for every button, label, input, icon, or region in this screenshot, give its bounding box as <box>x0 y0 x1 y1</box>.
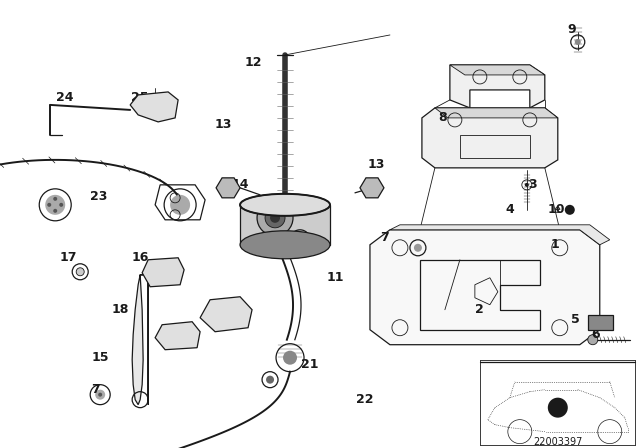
Polygon shape <box>240 205 330 245</box>
Circle shape <box>270 213 280 223</box>
Polygon shape <box>200 297 252 332</box>
Circle shape <box>53 197 57 201</box>
Text: 14: 14 <box>231 178 249 191</box>
Circle shape <box>47 203 51 207</box>
Text: 16: 16 <box>131 251 149 264</box>
Polygon shape <box>216 178 240 198</box>
Circle shape <box>170 195 190 215</box>
Circle shape <box>98 392 102 396</box>
Text: 19: 19 <box>166 328 184 341</box>
Circle shape <box>257 200 293 236</box>
Text: 22: 22 <box>356 393 374 406</box>
Ellipse shape <box>240 231 330 259</box>
Text: 9: 9 <box>568 23 576 36</box>
Text: 20: 20 <box>220 305 237 318</box>
Circle shape <box>525 183 529 187</box>
Circle shape <box>172 330 184 342</box>
Circle shape <box>53 209 57 213</box>
Text: 15: 15 <box>92 351 109 364</box>
Polygon shape <box>155 322 200 350</box>
Text: 6: 6 <box>591 328 600 341</box>
Text: 24: 24 <box>56 91 74 104</box>
Text: 12: 12 <box>244 56 262 69</box>
Text: 13: 13 <box>214 118 232 131</box>
Polygon shape <box>390 225 610 245</box>
Polygon shape <box>130 92 178 122</box>
Text: 23: 23 <box>90 190 108 203</box>
Text: 17: 17 <box>60 251 77 264</box>
Circle shape <box>295 235 305 245</box>
Circle shape <box>548 398 568 418</box>
Circle shape <box>564 205 575 215</box>
Text: 2: 2 <box>476 303 484 316</box>
Circle shape <box>575 39 580 45</box>
Circle shape <box>266 376 274 383</box>
Polygon shape <box>360 178 384 198</box>
Polygon shape <box>588 315 612 330</box>
Circle shape <box>588 335 598 345</box>
Polygon shape <box>450 65 545 75</box>
Text: 13: 13 <box>367 158 385 172</box>
Polygon shape <box>450 65 545 108</box>
Polygon shape <box>435 108 558 118</box>
Text: 5: 5 <box>572 313 580 326</box>
Circle shape <box>265 208 285 228</box>
Text: 1: 1 <box>550 238 559 251</box>
Circle shape <box>76 268 84 276</box>
Text: 25: 25 <box>131 91 149 104</box>
Polygon shape <box>132 275 148 405</box>
Text: 22003397: 22003397 <box>533 437 582 447</box>
Circle shape <box>283 351 297 365</box>
Polygon shape <box>370 230 600 345</box>
Text: 11: 11 <box>326 271 344 284</box>
Circle shape <box>414 244 422 252</box>
Text: 8: 8 <box>438 112 447 125</box>
Text: 10: 10 <box>548 203 566 216</box>
Circle shape <box>95 390 105 400</box>
Circle shape <box>45 195 65 215</box>
Circle shape <box>222 182 234 194</box>
Text: 18: 18 <box>111 303 129 316</box>
Text: 7: 7 <box>381 231 389 244</box>
Text: e: e <box>554 205 560 215</box>
Circle shape <box>160 267 170 277</box>
Text: 3: 3 <box>529 178 537 191</box>
Text: 21: 21 <box>301 358 319 371</box>
Circle shape <box>366 182 378 194</box>
Text: 4: 4 <box>506 203 514 216</box>
Polygon shape <box>142 258 184 287</box>
Polygon shape <box>422 108 558 168</box>
Circle shape <box>150 102 160 112</box>
Circle shape <box>60 203 63 207</box>
Text: 7: 7 <box>91 383 100 396</box>
Ellipse shape <box>240 194 330 216</box>
